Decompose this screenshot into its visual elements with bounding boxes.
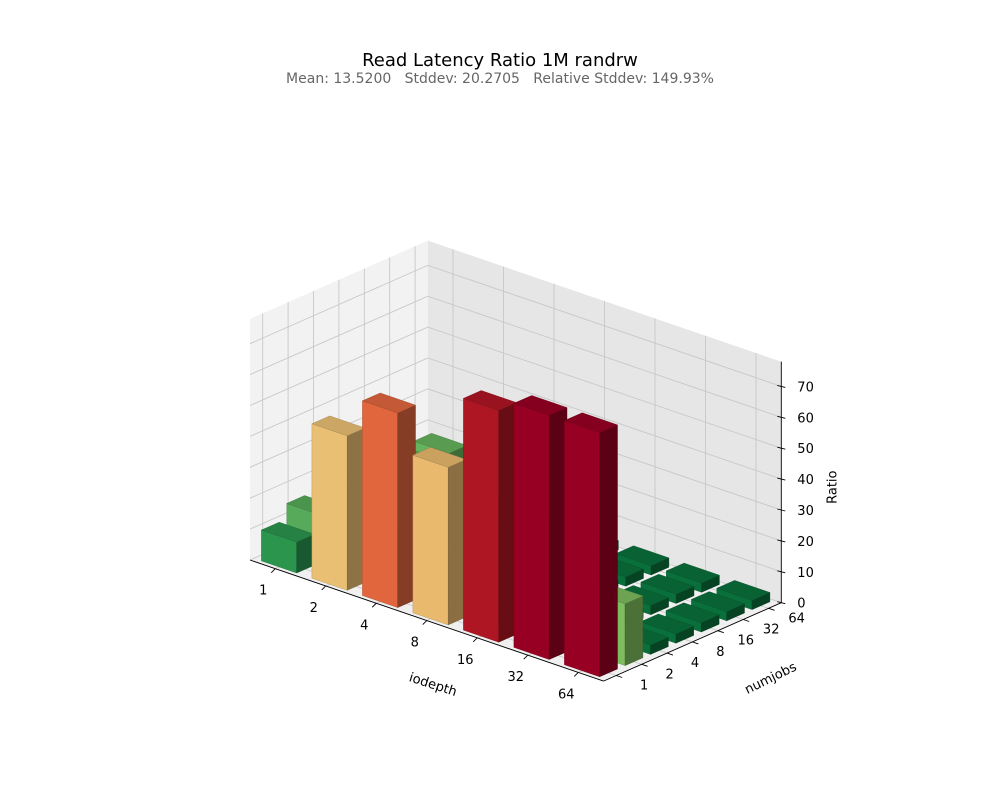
bar-top-face [563, 412, 619, 433]
bar-front-face [412, 454, 449, 626]
x-tick-mark [422, 620, 428, 625]
x-tick-label: 8 [411, 636, 419, 651]
y-axis-label: numjobs [743, 660, 800, 698]
x-tick-label: 64 [558, 687, 575, 702]
bar-top-face [665, 602, 720, 624]
grid-line-z [249, 388, 782, 511]
bar [361, 392, 417, 608]
y-tick-mark [692, 641, 699, 645]
y-tick-label: 8 [716, 645, 724, 660]
y-tick-label: 16 [738, 634, 755, 649]
bar-front-face [564, 420, 600, 678]
x-tick-label: 32 [507, 670, 524, 685]
z-tick-label: 10 [797, 566, 814, 581]
x-tick-mark [321, 585, 327, 591]
bar-top-face [665, 562, 720, 584]
bar [563, 412, 619, 678]
y-tick-mark [641, 663, 648, 667]
bar-side-face [599, 424, 618, 678]
z-tick-label: 30 [797, 504, 814, 519]
bar-top-face [716, 580, 771, 601]
x-tick-label: 4 [360, 618, 368, 633]
y-tick-mark [768, 607, 775, 611]
chart-subtitle: Mean: 13.5200 Stddev: 20.2705 Relative S… [286, 71, 714, 87]
z-tick-label: 50 [797, 442, 814, 457]
z-tick-mark [777, 477, 786, 481]
z-tick-label: 40 [797, 473, 814, 488]
y-tick-mark [616, 675, 623, 678]
y-tick-label: 64 [788, 611, 805, 626]
grid-line-z [249, 295, 782, 418]
y-tick-mark [717, 630, 724, 634]
chart-title: Read Latency Ratio 1M randrw [362, 50, 638, 71]
bar-top-face [615, 545, 670, 567]
bar [412, 447, 467, 626]
x-tick-mark [472, 637, 478, 643]
bar-front-face [463, 398, 499, 643]
y-tick-mark [743, 619, 750, 622]
z-tick-mark [777, 570, 786, 574]
bar-front-face [362, 400, 398, 608]
grid-line-z [249, 357, 782, 480]
y-tick-label: 4 [691, 656, 699, 671]
axis-lines [249, 361, 786, 682]
bar-top-face [513, 395, 568, 416]
y-tick-mark [666, 652, 674, 656]
bar [260, 521, 316, 574]
z-tick-label: 0 [797, 597, 805, 612]
grid-line-z [249, 326, 782, 449]
z-axis-label: Ratio [825, 470, 840, 503]
bar-top-face [690, 591, 746, 612]
bar [462, 390, 518, 643]
bar-front-face [513, 403, 550, 660]
y-tick-label: 2 [665, 667, 673, 682]
x-tick-mark [573, 672, 579, 677]
z-tick-mark [777, 508, 786, 512]
y-tick-label: 32 [763, 623, 780, 638]
x-tick-label: 2 [310, 601, 318, 616]
bar-top-face [640, 613, 695, 635]
grid-line-z [249, 419, 782, 542]
z-tick-label: 20 [797, 535, 814, 550]
bar [690, 591, 746, 622]
z-tick-label: 70 [797, 380, 814, 395]
bar-side-face [624, 595, 644, 666]
bars [260, 390, 771, 678]
bar [513, 395, 568, 660]
z-tick-mark [777, 384, 786, 388]
z-tick-label: 60 [797, 411, 814, 426]
x-tick-label: 1 [259, 584, 267, 599]
x-tick-mark [523, 654, 529, 660]
grid-line-z [249, 264, 782, 387]
x-tick-mark [270, 568, 276, 573]
x-tick-label: 16 [457, 653, 474, 668]
x-axis-label: iodepth [407, 670, 459, 700]
y-tick-label: 1 [640, 679, 648, 694]
x-tick-mark [371, 602, 377, 608]
bar-front-face [311, 423, 348, 591]
z-tick-mark [777, 539, 786, 543]
bar-top-face [640, 574, 695, 595]
bar-top-face [361, 392, 417, 414]
bar [311, 415, 366, 591]
z-tick-mark [777, 446, 786, 450]
z-tick-mark [777, 415, 786, 419]
z-tick-mark [777, 601, 786, 605]
